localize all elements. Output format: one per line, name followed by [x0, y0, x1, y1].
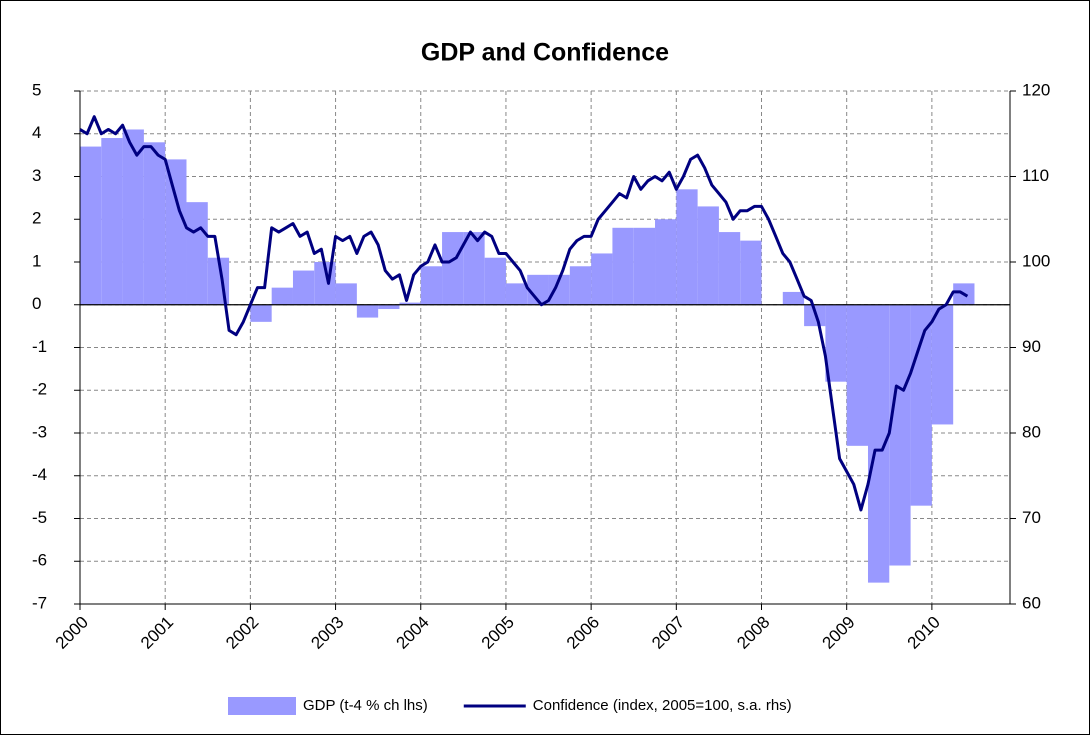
bar [697, 206, 719, 305]
y-tick-label: 4 [32, 123, 41, 142]
legend-label: GDP (t-4 % ch lhs) [303, 697, 428, 714]
legend: GDP (t-4 % ch lhs) Confidence (index, 200… [228, 697, 792, 715]
bar [463, 232, 485, 305]
bar [442, 232, 464, 305]
y2-tick-label: 70 [1022, 508, 1041, 527]
grid [80, 90, 1010, 605]
bar [676, 189, 698, 305]
y-tick-label: 5 [32, 80, 41, 99]
y-tick-label: 1 [32, 251, 41, 270]
bar [591, 253, 613, 305]
y-tick-label: -3 [32, 422, 47, 441]
y-tick-label: -2 [32, 380, 47, 399]
y-tick-label: 0 [32, 294, 41, 313]
y2-tick-label: 110 [1022, 166, 1049, 185]
bar [718, 232, 741, 305]
bar [250, 304, 272, 322]
y-tick-label: 3 [32, 166, 41, 185]
bar [122, 129, 144, 305]
bar [271, 287, 293, 305]
y-tick-label: -6 [32, 551, 47, 570]
y-tick-label: -4 [32, 465, 47, 484]
legend-swatch [228, 697, 296, 715]
bar [655, 219, 677, 305]
bar [356, 304, 379, 318]
y2-tick-label: 120 [1022, 80, 1050, 99]
bar [633, 227, 656, 305]
bar [80, 146, 102, 305]
bar [569, 266, 592, 305]
bar [420, 266, 443, 305]
bar [484, 257, 506, 305]
bar [825, 304, 847, 382]
y2-tick-label: 90 [1022, 337, 1041, 356]
bar [782, 291, 805, 305]
y2-tick-label: 100 [1022, 251, 1050, 270]
y-tick-label: 2 [32, 209, 41, 228]
bar [292, 270, 315, 305]
bar [931, 304, 954, 425]
bar [889, 304, 911, 566]
y2-tick-label: 60 [1022, 593, 1041, 612]
bar [612, 227, 634, 305]
bar [527, 274, 549, 305]
legend-label: Confidence (index, 2005=100, s.a. rhs) [533, 697, 792, 714]
bar [186, 202, 208, 305]
bar [378, 304, 400, 310]
bar [165, 159, 187, 305]
bar [143, 142, 166, 305]
y2-tick-label: 80 [1022, 422, 1041, 441]
bar [101, 138, 123, 305]
y-tick-label: -1 [32, 337, 47, 356]
bar [740, 240, 762, 305]
y-tick-label: -7 [32, 593, 47, 612]
lines [79, 115, 969, 512]
chart-title: GDP and Confidence [421, 39, 669, 67]
bar [867, 304, 890, 583]
bar [505, 283, 528, 305]
bar [846, 304, 868, 446]
bar [335, 283, 357, 305]
line [79, 115, 969, 512]
y-tick-label: -5 [32, 508, 47, 527]
bar [399, 302, 421, 305]
bar [910, 304, 932, 506]
bar [548, 274, 570, 305]
